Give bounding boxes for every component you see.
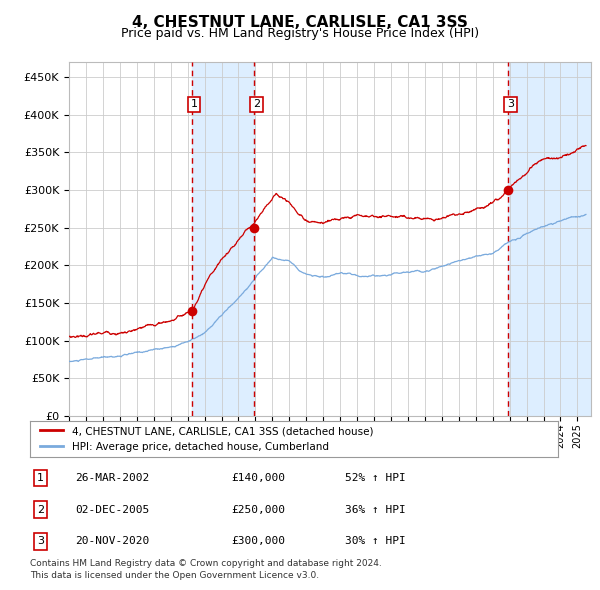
Text: £140,000: £140,000 [231,473,285,483]
Text: £300,000: £300,000 [231,536,285,546]
Text: 3: 3 [507,100,514,109]
Text: 26-MAR-2002: 26-MAR-2002 [75,473,149,483]
Text: 2: 2 [37,504,44,514]
Text: 36% ↑ HPI: 36% ↑ HPI [345,504,406,514]
Text: 3: 3 [37,536,44,546]
Text: 02-DEC-2005: 02-DEC-2005 [75,504,149,514]
Text: £250,000: £250,000 [231,504,285,514]
Text: 30% ↑ HPI: 30% ↑ HPI [345,536,406,546]
Text: Contains HM Land Registry data © Crown copyright and database right 2024.
This d: Contains HM Land Registry data © Crown c… [30,559,382,579]
Text: 2: 2 [253,100,260,109]
Text: 1: 1 [191,100,197,109]
Text: 20-NOV-2020: 20-NOV-2020 [75,536,149,546]
Legend: 4, CHESTNUT LANE, CARLISLE, CA1 3SS (detached house), HPI: Average price, detach: 4, CHESTNUT LANE, CARLISLE, CA1 3SS (det… [40,426,373,452]
Text: 52% ↑ HPI: 52% ↑ HPI [345,473,406,483]
Text: 4, CHESTNUT LANE, CARLISLE, CA1 3SS: 4, CHESTNUT LANE, CARLISLE, CA1 3SS [132,15,468,30]
Text: 1: 1 [37,473,44,483]
Text: Price paid vs. HM Land Registry's House Price Index (HPI): Price paid vs. HM Land Registry's House … [121,27,479,40]
Bar [508,62,591,416]
Bar [191,62,254,416]
